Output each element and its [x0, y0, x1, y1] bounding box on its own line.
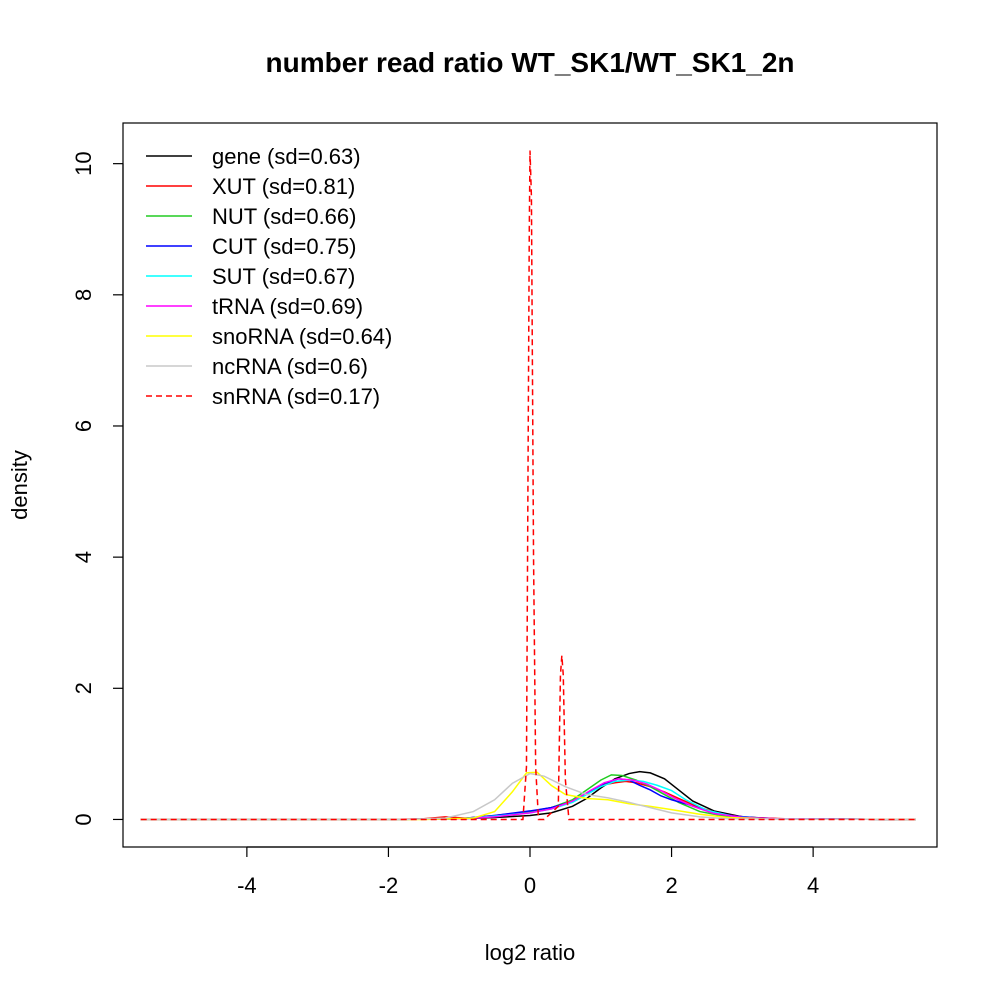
y-tick-label: 2: [71, 682, 96, 694]
legend-entry: SUT (sd=0.67): [212, 264, 355, 289]
legend-entry: NUT (sd=0.66): [212, 204, 356, 229]
x-axis: -4 -2 0 2 4: [237, 846, 819, 898]
legend-entry: XUT (sd=0.81): [212, 174, 355, 199]
y-axis-label: density: [7, 450, 32, 520]
y-tick-label: 0: [71, 813, 96, 825]
chart-title: number read ratio WT_SK1/WT_SK1_2n: [265, 47, 794, 78]
legend-entry: snoRNA (sd=0.64): [212, 324, 392, 349]
y-tick-label: 10: [71, 151, 96, 175]
x-axis-label: log2 ratio: [485, 940, 576, 965]
series-line-6: [140, 771, 916, 821]
series-lines: [140, 150, 916, 821]
legend-entry: snRNA (sd=0.17): [212, 384, 380, 409]
series-line-7: [140, 772, 916, 821]
y-tick-label: 8: [71, 289, 96, 301]
legend-entry: tRNA (sd=0.69): [212, 294, 363, 319]
series-line-8: [140, 150, 916, 821]
y-tick-label: 4: [71, 551, 96, 563]
x-tick-label: -2: [379, 873, 399, 898]
y-axis: 0 2 4 6 8 10: [71, 151, 124, 826]
x-tick-label: -4: [237, 873, 257, 898]
legend-entry: ncRNA (sd=0.6): [212, 354, 368, 379]
legend: gene (sd=0.63) XUT (sd=0.81) NUT (sd=0.66)…: [146, 144, 392, 409]
legend-entry: gene (sd=0.63): [212, 144, 361, 169]
series-line-5: [140, 778, 916, 821]
y-tick-label: 6: [71, 420, 96, 432]
x-tick-label: 2: [665, 873, 677, 898]
x-tick-label: 4: [807, 873, 819, 898]
legend-entry: CUT (sd=0.75): [212, 234, 356, 259]
x-tick-label: 0: [524, 873, 536, 898]
